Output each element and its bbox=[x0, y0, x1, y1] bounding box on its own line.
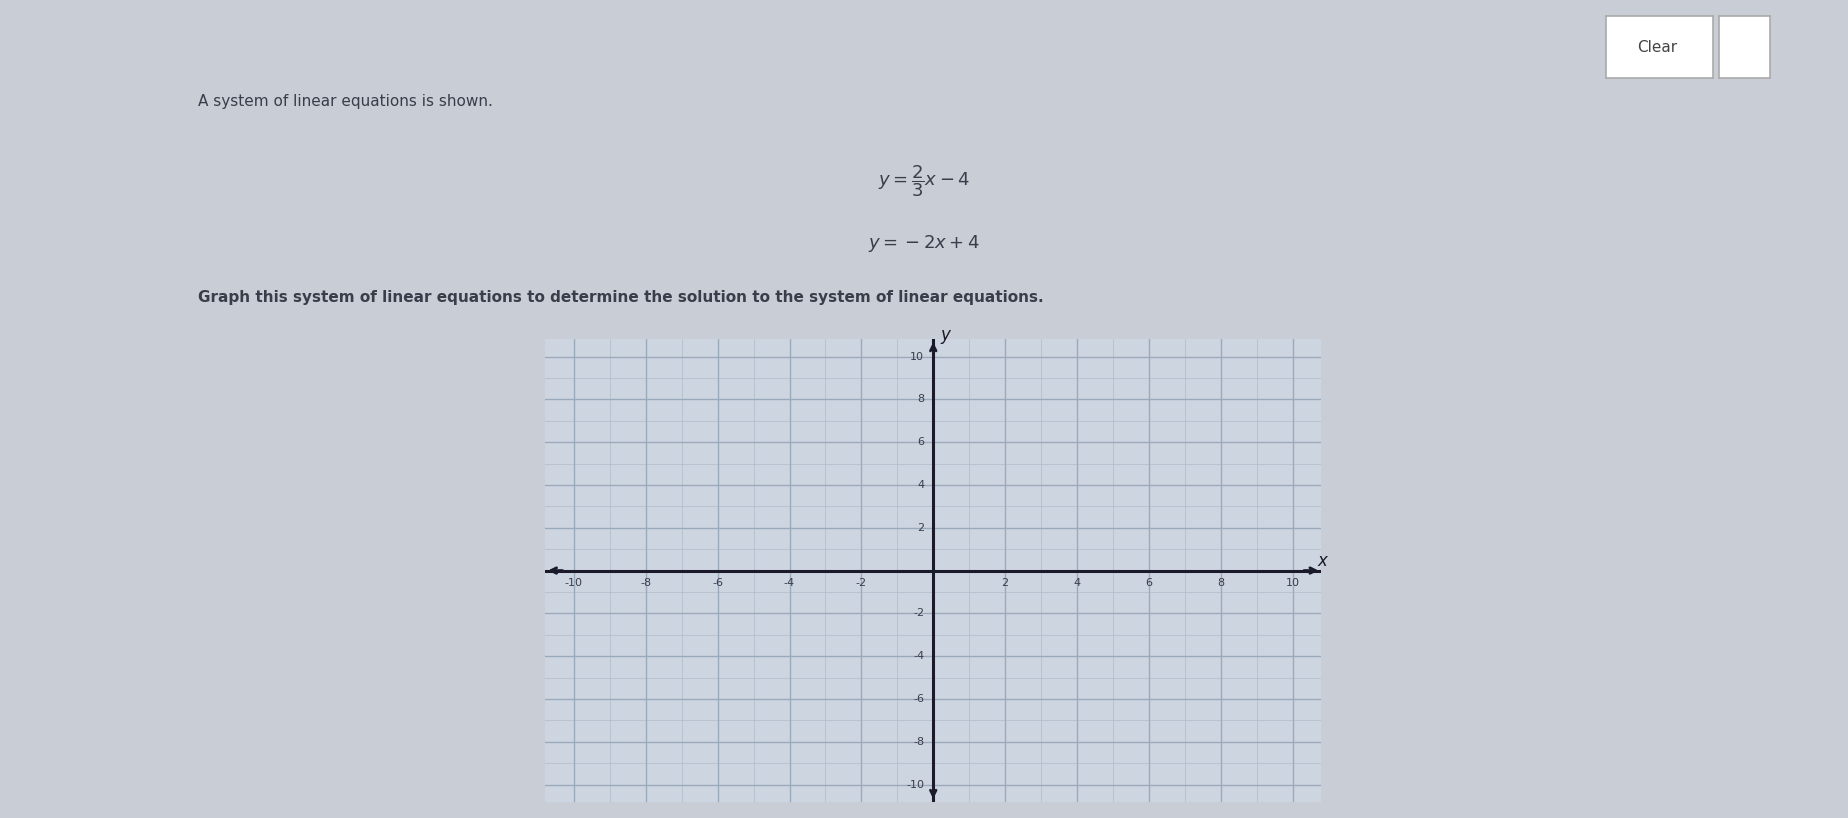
Text: 10: 10 bbox=[911, 352, 924, 362]
Text: x: x bbox=[1318, 552, 1327, 570]
Text: 4: 4 bbox=[917, 480, 924, 490]
Text: 2: 2 bbox=[1002, 578, 1009, 588]
Text: -4: -4 bbox=[913, 651, 924, 661]
Text: 8: 8 bbox=[1218, 578, 1223, 588]
Text: 8: 8 bbox=[917, 394, 924, 404]
Text: -2: -2 bbox=[856, 578, 867, 588]
Text: y: y bbox=[941, 326, 950, 344]
Text: 2: 2 bbox=[917, 523, 924, 533]
Text: 6: 6 bbox=[917, 437, 924, 447]
Text: -4: -4 bbox=[784, 578, 795, 588]
Text: -8: -8 bbox=[639, 578, 650, 588]
Text: -6: -6 bbox=[913, 694, 924, 704]
Text: -8: -8 bbox=[913, 737, 924, 747]
Text: -6: -6 bbox=[711, 578, 723, 588]
Text: 4: 4 bbox=[1074, 578, 1081, 588]
Text: -2: -2 bbox=[913, 609, 924, 618]
Text: A system of linear equations is shown.: A system of linear equations is shown. bbox=[198, 94, 493, 109]
Text: $y = -2x + 4$: $y = -2x + 4$ bbox=[869, 233, 979, 254]
Text: 10: 10 bbox=[1286, 578, 1299, 588]
Text: 6: 6 bbox=[1146, 578, 1153, 588]
Text: Clear: Clear bbox=[1637, 39, 1678, 55]
Text: Graph this system of linear equations to determine the solution to the system of: Graph this system of linear equations to… bbox=[198, 290, 1044, 305]
Text: $y = \dfrac{2}{3}x - 4$: $y = \dfrac{2}{3}x - 4$ bbox=[878, 164, 970, 200]
Text: -10: -10 bbox=[906, 780, 924, 789]
Text: -10: -10 bbox=[565, 578, 582, 588]
